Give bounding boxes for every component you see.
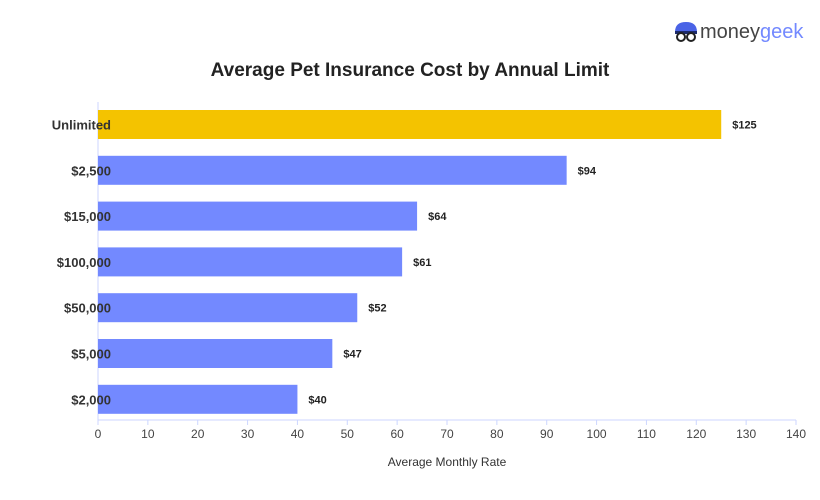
- x-tick-label: 50: [341, 427, 355, 441]
- bar: [98, 247, 403, 277]
- x-tick-label: 30: [241, 427, 255, 441]
- x-tick-label: 140: [786, 427, 806, 441]
- category-label: $100,000: [57, 255, 111, 270]
- x-tick-label: 70: [440, 427, 454, 441]
- x-tick-label: 10: [141, 427, 155, 441]
- data-label: $52: [368, 303, 386, 315]
- category-label: $50,000: [64, 301, 111, 316]
- x-tick-label: 0: [95, 427, 102, 441]
- bar: [98, 293, 358, 323]
- data-label: $64: [428, 211, 447, 223]
- category-label: $5,000: [71, 347, 111, 362]
- category-label: $15,000: [64, 209, 111, 224]
- x-tick-label: 20: [191, 427, 205, 441]
- data-label: $40: [308, 394, 326, 406]
- data-label: $61: [413, 257, 431, 269]
- bar: [98, 110, 722, 139]
- data-label: $94: [578, 165, 597, 177]
- x-tick-label: 100: [587, 427, 607, 441]
- bar: [98, 155, 567, 185]
- bar: [98, 201, 418, 231]
- category-label: Unlimited: [52, 118, 111, 133]
- bar: [98, 339, 333, 368]
- category-label: $2,000: [71, 392, 111, 407]
- x-tick-label: 60: [390, 427, 404, 441]
- data-label: $125: [732, 120, 756, 132]
- moneygeek-logo: money geek: [672, 20, 803, 44]
- data-label: $47: [343, 349, 361, 361]
- category-label: $2,500: [71, 163, 111, 178]
- x-tick-label: 40: [291, 427, 305, 441]
- x-axis-title: Average Monthly Rate: [388, 455, 507, 469]
- x-tick-label: 110: [637, 427, 656, 441]
- bar: [98, 384, 298, 414]
- x-tick-label: 90: [540, 427, 554, 441]
- logo-text-geek: geek: [760, 20, 804, 43]
- chart-title: Average Pet Insurance Cost by Annual Lim…: [210, 60, 610, 81]
- logo-text-money: money: [700, 20, 761, 43]
- geek-mascot-icon: [675, 22, 697, 42]
- x-tick-label: 130: [736, 427, 756, 441]
- x-tick-label: 80: [490, 427, 504, 441]
- x-tick-label: 120: [686, 427, 706, 441]
